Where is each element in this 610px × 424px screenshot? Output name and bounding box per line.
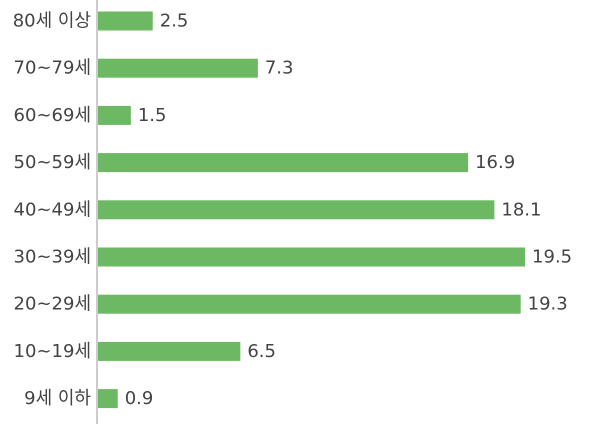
bar-6 [98,294,521,314]
value-label-5: 19.5 [532,247,572,268]
bar-5 [98,247,526,267]
value-label-4: 18.1 [501,199,541,220]
value-label-2: 1.5 [138,105,167,126]
bar-4 [98,200,495,220]
value-label-0: 2.5 [160,11,189,32]
category-label-7: 10~19세 [14,341,91,362]
category-label-6: 20~29세 [14,294,91,315]
value-label-1: 7.3 [265,58,294,79]
value-label-8: 0.9 [125,388,154,409]
category-label-3: 50~59세 [14,152,91,173]
category-label-5: 30~39세 [14,247,91,268]
category-labels-group: 80세 이상 70~79세 60~69세 50~59세 40~49세 30~39세 20~2… [13,11,92,410]
bar-7 [98,341,241,361]
category-label-4: 40~49세 [14,199,91,220]
category-label-0: 80세 이상 [13,11,91,32]
bar-1 [98,58,258,78]
value-label-3: 16.9 [475,152,515,173]
value-labels-group: 2.5 7.3 1.5 16.9 18.1 19.5 19.3 6.5 0.9 [125,11,572,410]
category-label-1: 70~79세 [14,58,91,79]
bar-2 [98,105,131,125]
value-label-7: 6.5 [247,341,276,362]
value-label-6: 19.3 [528,294,568,315]
bar-0 [98,11,153,31]
bar-3 [98,153,469,173]
bar-8 [98,389,118,409]
bars-group [98,11,526,409]
category-label-8: 9세 이하 [24,388,91,409]
category-label-2: 60~69세 [14,105,91,126]
